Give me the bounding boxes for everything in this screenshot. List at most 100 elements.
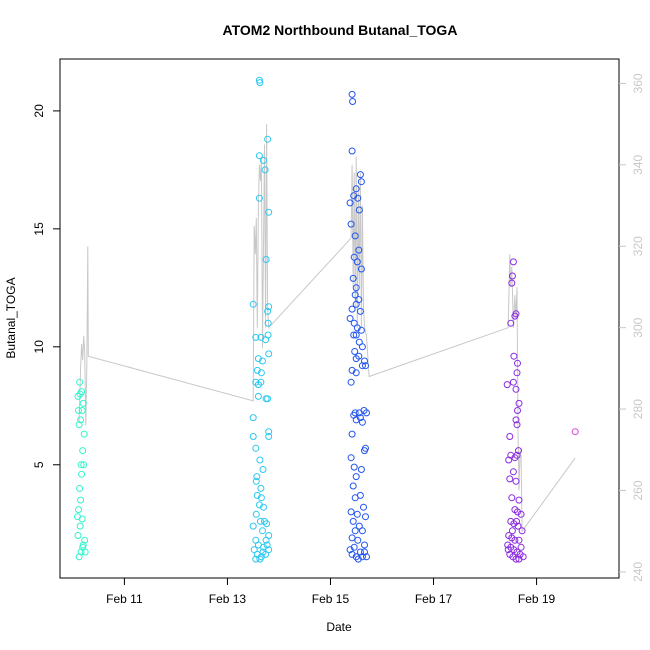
y2-axis: 240 260 280 300 320 340 360 (619, 73, 645, 582)
data-point (358, 343, 366, 351)
data-point (358, 362, 366, 370)
data-point (252, 555, 260, 563)
data-point (265, 350, 273, 358)
data-point (78, 407, 86, 414)
data-point (515, 496, 523, 504)
data-point (259, 466, 267, 473)
x-tick-label: Feb 17 (415, 592, 453, 606)
data-point (79, 399, 87, 407)
data-point (354, 555, 362, 563)
data-point (361, 447, 368, 455)
series-0 (74, 378, 89, 561)
data-point (503, 381, 511, 389)
data-point (508, 279, 516, 287)
data-point (253, 473, 261, 481)
data-point (349, 482, 357, 490)
data-point (515, 555, 523, 563)
data-point (81, 536, 89, 544)
data-point (76, 522, 84, 530)
data-point (512, 555, 520, 563)
data-point (355, 206, 363, 214)
data-point (347, 454, 355, 462)
data-point (264, 307, 272, 315)
data-point (354, 536, 362, 544)
data-point (347, 508, 355, 516)
y-tick-label: 5 (32, 461, 46, 468)
x-tick-label: Feb 19 (518, 592, 556, 606)
series-4 (571, 428, 579, 436)
y-tick-label: 10 (32, 340, 46, 354)
data-point (513, 517, 520, 525)
data-point (357, 466, 365, 473)
data-point (261, 166, 269, 174)
data-point (355, 246, 363, 254)
data-point (508, 272, 516, 280)
data-point (514, 407, 521, 414)
y2-tick-label: 240 (631, 562, 645, 582)
data-point (517, 510, 525, 518)
plot-frame (59, 58, 620, 579)
data-point (507, 319, 515, 327)
data-point (513, 369, 521, 377)
data-point (80, 430, 88, 438)
data-point (362, 513, 369, 521)
y2-tick-label: 320 (631, 236, 645, 256)
data-point (514, 508, 521, 516)
data-point (504, 546, 512, 554)
data-point (250, 546, 258, 554)
data-point (75, 421, 83, 429)
data-point (249, 300, 257, 308)
data-point (349, 98, 357, 105)
data-point (513, 421, 521, 429)
y-tick-label: 15 (32, 222, 46, 236)
data-point (515, 447, 522, 455)
data-point (353, 510, 361, 518)
data-point (360, 503, 367, 511)
data-point (361, 541, 368, 549)
data-point (512, 385, 520, 393)
data-point (265, 208, 273, 216)
data-point (352, 331, 360, 339)
data-point (357, 326, 365, 334)
data-point (346, 315, 354, 322)
data-point (265, 303, 273, 311)
data-point (509, 468, 517, 476)
data-point (351, 494, 359, 502)
x-axis-label: Date (326, 620, 352, 634)
data-point (256, 456, 264, 464)
data-point (262, 336, 270, 344)
data-point (509, 378, 517, 386)
x-axis: Feb 11 Feb 13 Feb 15 Feb 17 Feb 19 (106, 578, 556, 606)
data-point (510, 352, 518, 360)
data-point (517, 543, 525, 551)
data-point (352, 369, 360, 377)
y2-tick-label: 300 (631, 317, 645, 337)
y-axis-label: Butanal_TOGA (4, 277, 18, 358)
data-point (352, 416, 360, 424)
data-point (362, 362, 369, 370)
chart-title: ATOM2 Northbound Butanal_TOGA (223, 22, 458, 38)
data-point (519, 553, 527, 561)
data-point (264, 395, 272, 403)
data-point (351, 348, 359, 355)
data-point (358, 527, 366, 535)
data-point (263, 541, 271, 549)
data-point (78, 388, 86, 396)
data-point (260, 503, 267, 511)
data-point (509, 258, 517, 266)
data-point (348, 534, 356, 542)
data-point (357, 265, 365, 273)
data-point (256, 79, 264, 87)
data-point (257, 494, 265, 502)
data-point (75, 506, 82, 514)
data-point (252, 333, 260, 341)
data-point (252, 477, 260, 485)
data-point (346, 546, 354, 554)
series-2 (346, 90, 370, 563)
x-tick-label: Feb 15 (312, 592, 350, 606)
y2-tick-label: 340 (631, 154, 645, 174)
data-point (356, 307, 364, 315)
data-point (513, 451, 521, 459)
data-point (353, 258, 361, 266)
